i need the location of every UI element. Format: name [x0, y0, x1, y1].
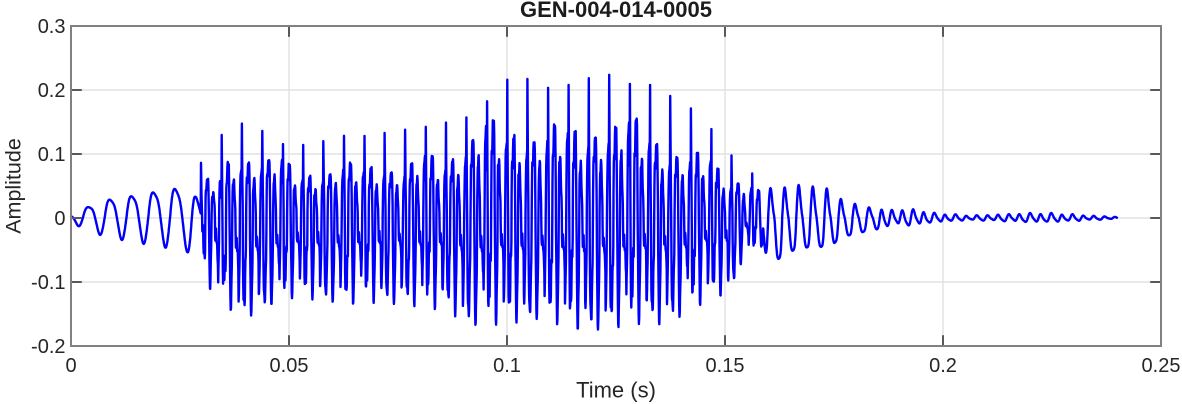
svg-text:0: 0: [54, 208, 65, 230]
svg-text:Time (s): Time (s): [576, 377, 656, 402]
svg-text:0.05: 0.05: [270, 355, 309, 377]
svg-text:GEN-004-014-0005: GEN-004-014-0005: [520, 0, 712, 22]
svg-text:0.15: 0.15: [706, 355, 745, 377]
svg-text:0.1: 0.1: [38, 144, 66, 166]
svg-text:0: 0: [65, 355, 76, 377]
svg-text:0.2: 0.2: [38, 80, 66, 102]
svg-text:0.1: 0.1: [493, 355, 521, 377]
svg-text:0.2: 0.2: [929, 355, 957, 377]
svg-text:0.25: 0.25: [1142, 355, 1181, 377]
svg-text:-0.1: -0.1: [31, 272, 65, 294]
svg-text:-0.2: -0.2: [31, 336, 65, 358]
svg-text:Amplitude: Amplitude: [2, 138, 26, 234]
svg-text:0.3: 0.3: [38, 16, 66, 38]
